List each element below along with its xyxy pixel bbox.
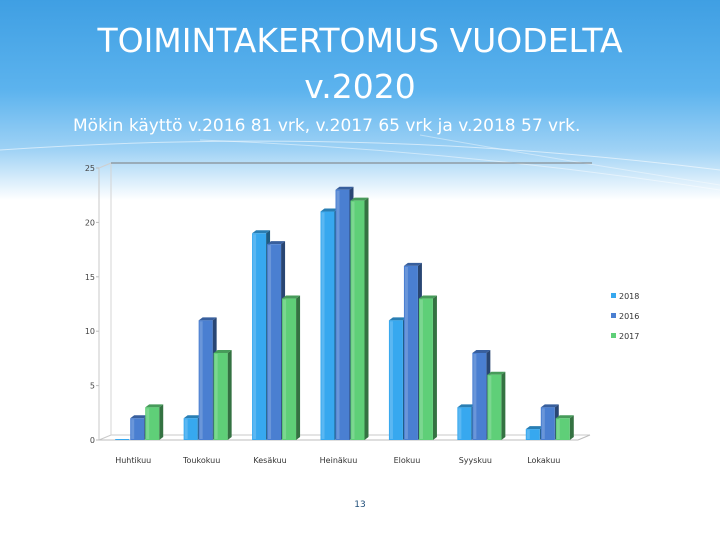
page-number: 13 (354, 500, 366, 510)
bar-2018-Kesäkuu (252, 233, 267, 440)
x-tick-label: Elokuu (394, 456, 421, 465)
bar-2018-Heinäkuu (320, 211, 335, 440)
bar-highlight (419, 299, 423, 439)
bar-top (252, 230, 271, 234)
x-tick-label: Huhtikuu (115, 456, 151, 465)
top-depth-line (98, 162, 112, 169)
title-line-1: TOIMINTAKERTOMUS VUODELTA (97, 21, 623, 60)
bar-side (159, 404, 164, 440)
y-tick-label: 20 (85, 218, 95, 227)
bar-2016-Elokuu (403, 265, 418, 440)
bar-2018-Elokuu (388, 320, 403, 440)
bar-highlight (146, 408, 150, 439)
bar-highlight (541, 408, 545, 439)
bar-side (501, 371, 506, 440)
bar-2018-Toukokuu (183, 418, 198, 440)
x-axis-depth-line (577, 434, 591, 441)
bar-2016-Lokakuu (540, 407, 555, 440)
bar-top (457, 404, 476, 408)
x-tick-label: Heinäkuu (320, 456, 358, 465)
x-tick-label: Kesäkuu (253, 456, 286, 465)
bar-top (320, 208, 339, 212)
bar-2016-Heinäkuu (335, 189, 350, 440)
x-tick-label: Syyskuu (459, 456, 492, 465)
y-tick-label: 15 (85, 273, 95, 282)
bar-highlight (488, 375, 492, 439)
bar-highlight (283, 299, 287, 439)
bar-highlight (351, 201, 355, 439)
bar-2017-Syyskuu (487, 374, 502, 440)
x-tick-label: Toukokuu (182, 456, 220, 465)
slide-title: TOIMINTAKERTOMUS VUODELTA v.2020 (0, 18, 720, 110)
bar-top (198, 317, 217, 321)
bar-highlight (214, 353, 218, 439)
x-tick-label: Lokakuu (527, 456, 560, 465)
legend-swatch-2018 (611, 293, 616, 298)
bar-side (432, 295, 437, 440)
bar-2016-Kesäkuu (267, 244, 282, 440)
bar-top (282, 295, 301, 299)
decorative-curves (0, 134, 720, 191)
bar-top (350, 197, 369, 201)
y-tick-label: 0 (90, 436, 95, 445)
bar-top (145, 404, 164, 408)
bar-2017-Elokuu (418, 298, 433, 440)
header-banner (0, 0, 720, 200)
bar-highlight (458, 408, 462, 439)
bar-side (569, 415, 574, 440)
bar-highlight (556, 419, 560, 439)
bar-2018-Lokakuu (525, 429, 540, 440)
bar-top (487, 371, 506, 375)
bar-2018-Syyskuu (457, 407, 472, 440)
bar-2017-Kesäkuu (282, 298, 297, 440)
bar-top (555, 415, 574, 419)
bar-top (213, 349, 232, 353)
bar-2016-Toukokuu (198, 320, 213, 440)
y-tick-label: 25 (85, 164, 95, 173)
bar-top (388, 317, 407, 321)
bar-highlight (389, 321, 393, 439)
bar-top (183, 415, 202, 419)
title-line-2: v.2020 (304, 67, 416, 106)
bar-side (364, 197, 369, 440)
bar-2017-Toukokuu (213, 352, 228, 440)
bar-highlight (404, 266, 408, 439)
bar-top (335, 186, 354, 190)
bar-highlight (321, 212, 325, 439)
legend-swatch-2017 (611, 333, 616, 338)
bar-top (267, 241, 286, 245)
bar-top (472, 349, 491, 353)
bar-highlight (336, 190, 340, 439)
bar-2018-Huhtikuu (115, 439, 130, 440)
bar-2016-Huhtikuu (130, 418, 145, 440)
legend-label-2016: 2016 (619, 312, 639, 321)
bar-top (130, 415, 149, 419)
y-tick-label: 10 (85, 327, 95, 336)
bar-side (296, 295, 301, 440)
legend-swatch-2016 (611, 313, 616, 318)
slide-subtitle: Mökin käyttö v.2016 81 vrk, v.2017 65 vr… (73, 116, 581, 136)
bar-top (540, 404, 559, 408)
bar-top (418, 295, 437, 299)
y-tick-label: 5 (90, 382, 95, 391)
bar-top (403, 262, 422, 266)
bar-highlight (184, 419, 188, 439)
bar-highlight (526, 430, 530, 439)
bar-highlight (268, 245, 272, 439)
bar-highlight (199, 321, 203, 439)
bar-highlight (473, 353, 477, 439)
bar-2017-Huhtikuu (145, 407, 160, 440)
bar-2017-Heinäkuu (350, 200, 365, 440)
bar-highlight (131, 419, 135, 439)
bar-2016-Syyskuu (472, 352, 487, 440)
bar-2017-Lokakuu (555, 418, 570, 440)
bar-side (227, 349, 232, 440)
bar-highlight (253, 234, 257, 439)
legend-label-2017: 2017 (619, 332, 639, 341)
legend-label-2018: 2018 (619, 292, 639, 301)
bar-top (525, 426, 544, 430)
